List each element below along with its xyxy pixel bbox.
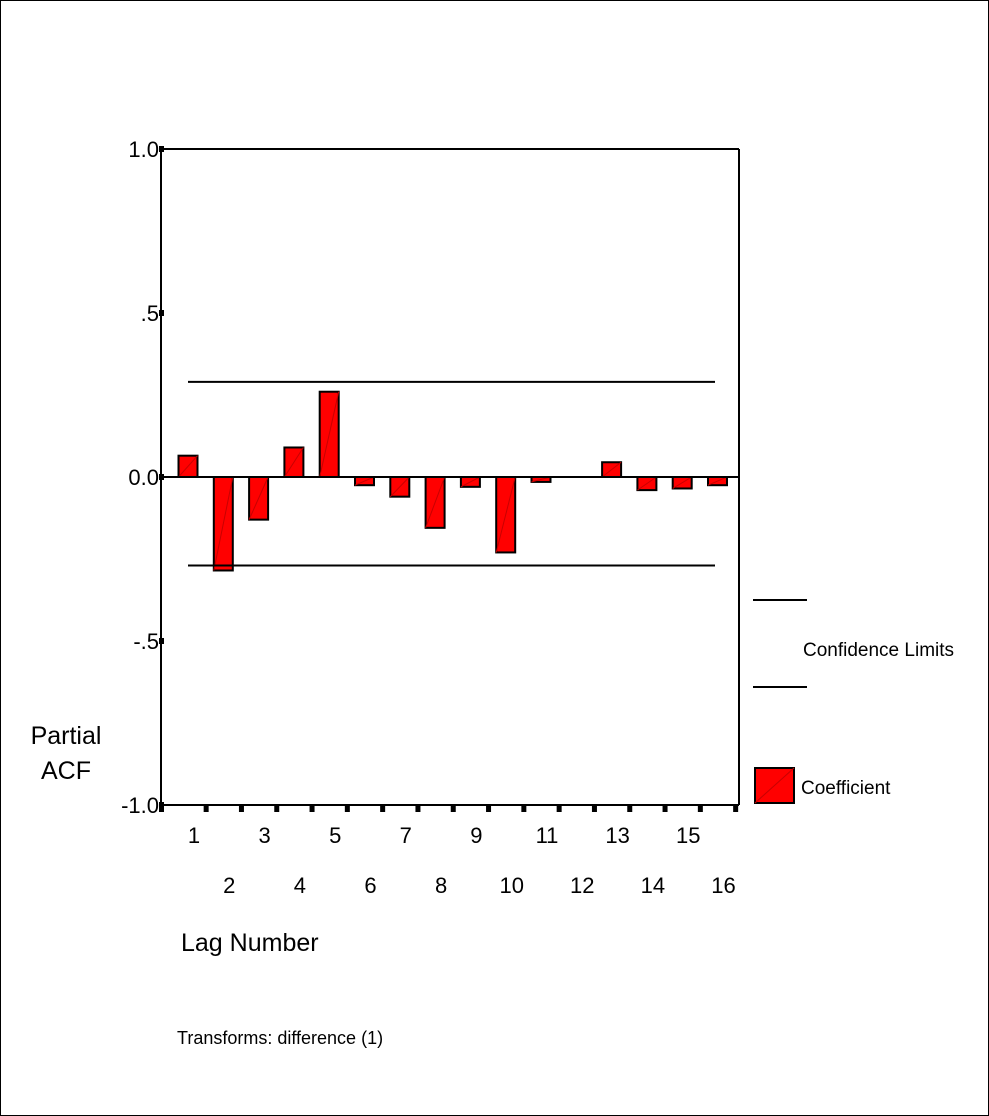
y-tick-label: -1.0 [121, 793, 159, 818]
x-tick-mark [203, 804, 209, 812]
legend: Confidence Limits Coefficient [753, 599, 954, 804]
legend-coefficient-label: Coefficient [801, 778, 891, 799]
x-tick-label: 6 [364, 873, 376, 898]
x-tick-mark [733, 804, 739, 812]
x-tick-mark [486, 804, 492, 812]
x-tick-label: 4 [294, 873, 306, 898]
y-tick-label: 1.0 [128, 137, 159, 162]
bar-shading [672, 476, 692, 489]
x-tick-mark [415, 804, 421, 812]
bars [177, 390, 728, 572]
x-tick-mark [309, 804, 315, 812]
bar-shading [178, 455, 198, 478]
y-tick-mark [159, 310, 164, 316]
x-tick-mark [697, 804, 703, 812]
x-axis-title: Lag Number [181, 929, 319, 957]
y-ticks: 1.0 .5 0.0 -.5 -1.0 [121, 137, 164, 818]
bar-shading [601, 461, 622, 478]
bar-shading [425, 476, 446, 529]
x-tick-mark [521, 804, 527, 812]
x-tick-label: 7 [400, 823, 412, 848]
bar-shading [283, 447, 304, 478]
y-tick-label: 0.0 [128, 465, 159, 490]
x-tick-label: 16 [711, 873, 735, 898]
x-tick-label: 3 [258, 823, 270, 848]
y-tick-mark [159, 146, 164, 152]
x-tick-mark [450, 804, 456, 812]
y-tick-label: -.5 [133, 629, 159, 654]
x-tick-label: 9 [470, 823, 482, 848]
bar-shading [354, 476, 375, 486]
y-axis-title-line1: Partial [31, 722, 102, 750]
x-tick-label: 1 [188, 823, 200, 848]
bar-shading [248, 476, 269, 520]
x-tick-mark [159, 804, 164, 812]
bar-shading [707, 476, 728, 486]
x-tick-label: 10 [499, 873, 523, 898]
bar-shading [213, 476, 234, 571]
x-tick-mark [274, 804, 280, 812]
x-tick-label: 13 [605, 823, 629, 848]
x-tick-label: 2 [223, 873, 235, 898]
y-tick-label: .5 [141, 301, 159, 326]
x-tick-label: 8 [435, 873, 447, 898]
legend-coefficient-swatch-diagonal [754, 767, 795, 804]
x-tick-mark [627, 804, 633, 812]
x-tick-label: 11 [536, 823, 559, 848]
transforms-note: Transforms: difference (1) [177, 1028, 383, 1048]
bar-shading [389, 476, 410, 498]
bar-shading [637, 476, 657, 491]
x-tick-label: 5 [329, 823, 341, 848]
x-tick-mark [556, 804, 562, 812]
x-tick-label: 12 [570, 873, 594, 898]
bar-shading [495, 476, 516, 553]
legend-confidence-label: Confidence Limits [803, 640, 954, 661]
x-tick-label: 14 [641, 873, 665, 898]
bar-shading [460, 476, 481, 488]
x-tick-mark [344, 804, 350, 812]
y-tick-mark [159, 638, 164, 644]
x-tick-label: 15 [676, 823, 700, 848]
x-tick-mark [662, 804, 668, 812]
x-tick-mark [238, 804, 244, 812]
x-tick-mark [591, 804, 597, 812]
y-axis-title-line2: ACF [41, 757, 91, 785]
bar-shading [319, 391, 340, 478]
x-tick-mark [380, 804, 386, 812]
